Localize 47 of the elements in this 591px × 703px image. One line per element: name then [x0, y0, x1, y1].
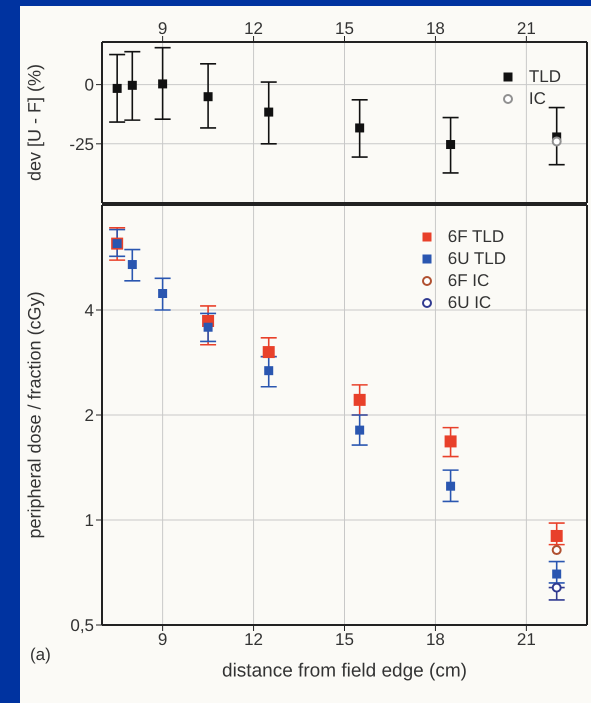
point [446, 140, 456, 150]
x-tick-label: 9 [158, 19, 168, 38]
legend-label: TLD [528, 67, 561, 87]
x-tick-label: 12 [244, 630, 264, 650]
point [158, 289, 168, 298]
x-tick-label: 9 [158, 630, 168, 650]
y-tick-label: -25 [69, 134, 94, 154]
point [264, 108, 274, 117]
x-tick-label: 15 [335, 630, 354, 650]
point [264, 366, 274, 376]
x-axis-title: distance from field edge (cm) [222, 660, 467, 682]
point [355, 123, 364, 132]
legend-label: 6F IC [448, 271, 490, 291]
point [552, 582, 562, 593]
legend-label: 6F TLD [448, 227, 504, 247]
x-tick-label: 21 [516, 630, 536, 650]
legend-label: IC [528, 89, 546, 109]
point [550, 530, 563, 542]
point [112, 84, 122, 93]
x-tick-label: 15 [335, 19, 354, 38]
point [262, 346, 275, 358]
point [204, 322, 213, 332]
x-tick-label: 18 [426, 630, 445, 650]
x-tick-label: 18 [426, 19, 445, 38]
x-tick-label: 12 [244, 19, 264, 38]
point [552, 570, 562, 579]
point [354, 394, 366, 406]
point [446, 482, 456, 491]
y-axis-title: dev [U - F] (%) [24, 64, 44, 182]
point [355, 426, 364, 435]
y-tick-label: 0 [84, 76, 94, 95]
y-tick-label: 1 [84, 511, 94, 530]
point [158, 79, 168, 88]
point [128, 260, 137, 270]
legend-label: 6U IC [448, 293, 492, 313]
y-axis-title: peripheral dose / fraction (cGy) [24, 291, 44, 539]
y-tick-label: 0,5 [70, 616, 94, 636]
x-tick-label: 21 [516, 19, 536, 38]
text: (a) [30, 645, 51, 665]
point [444, 435, 457, 448]
point [128, 80, 137, 90]
point [204, 92, 213, 102]
point [552, 545, 562, 556]
y-tick-label: 2 [84, 406, 94, 426]
point [552, 136, 562, 146]
legend-label: 6U TLD [448, 249, 506, 269]
y-tick-label: 4 [84, 301, 94, 320]
